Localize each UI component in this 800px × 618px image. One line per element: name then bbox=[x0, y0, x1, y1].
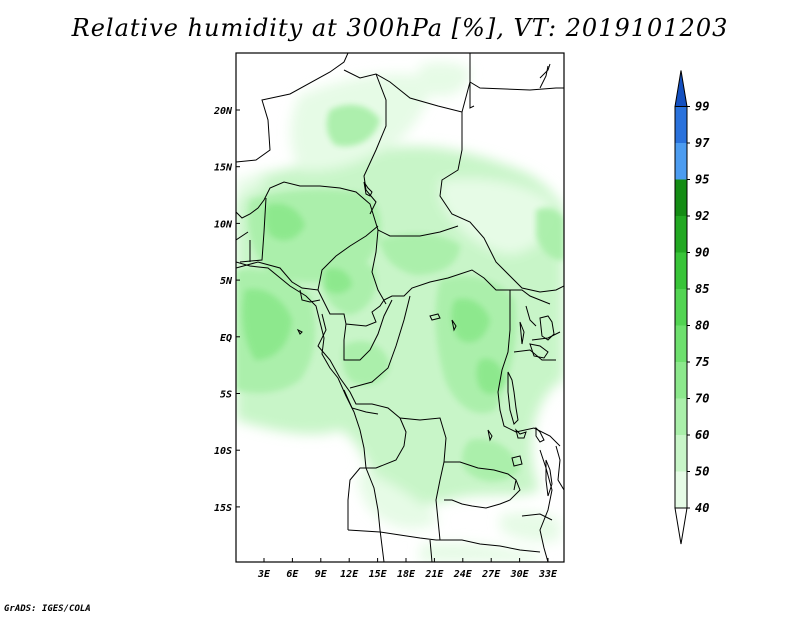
colorbar-box bbox=[675, 106, 687, 143]
lat-tick-label: 5N bbox=[220, 276, 233, 287]
colorbar-box bbox=[675, 471, 687, 508]
lon-tick-label: 30E bbox=[510, 569, 530, 580]
lat-tick-label: EQ bbox=[220, 333, 232, 344]
lon-tick-label: 18E bbox=[397, 569, 416, 580]
lon-tick-label: 12E bbox=[340, 569, 359, 580]
lat-tick-label: 20N bbox=[213, 106, 233, 117]
country-borders bbox=[236, 53, 564, 562]
lon-tick-label: 6E bbox=[286, 569, 299, 580]
coastline bbox=[236, 261, 385, 562]
colorbar: 40 50 60 70 75 80 85 90 92 95 97 99 bbox=[674, 70, 710, 545]
colorbar-label: 80 bbox=[695, 319, 709, 333]
colorbar-label: 92 bbox=[695, 209, 709, 223]
lat-tick-label: 10S bbox=[214, 446, 232, 457]
colorbar-label: 85 bbox=[695, 282, 709, 296]
colorbar-label: 75 bbox=[695, 355, 709, 369]
lakes bbox=[296, 63, 555, 497]
colorbar-box bbox=[675, 398, 687, 435]
colorbar-label: 95 bbox=[695, 173, 709, 187]
lon-tick-label: 33E bbox=[538, 569, 558, 580]
lon-tick-label: 27E bbox=[481, 569, 501, 580]
lon-tick-label: 15E bbox=[369, 569, 388, 580]
colorbar-box bbox=[675, 435, 687, 472]
lat-tick-label: 15N bbox=[214, 163, 233, 174]
lon-tick-label: 24E bbox=[453, 569, 473, 580]
colorbar-box bbox=[675, 179, 687, 216]
lat-tick-label: 15S bbox=[214, 503, 232, 514]
plot-frame bbox=[235, 52, 565, 563]
colorbar-box bbox=[675, 289, 687, 326]
latitude-axis: 20N 15N 10N 5N EQ 5S 10S 15S bbox=[213, 106, 240, 514]
colorbar-label: 50 bbox=[695, 465, 709, 479]
colorbar-box bbox=[675, 325, 687, 362]
map-title: Relative humidity at 300hPa [%], VT: 201… bbox=[71, 14, 729, 42]
colorbar-box bbox=[675, 252, 687, 289]
lat-tick-label: 10N bbox=[214, 219, 233, 230]
colorbar-frame bbox=[674, 106, 688, 509]
colorbar-box bbox=[675, 143, 687, 180]
longitude-axis: 3E 6E 9E 12E 15E 18E 21E 24E 27E 30E 33E bbox=[257, 558, 558, 580]
colorbar-box bbox=[675, 216, 687, 253]
grads-credit: GrADS: IGES/COLA bbox=[4, 604, 91, 614]
colorbar-upper-arrow bbox=[674, 70, 688, 107]
lon-tick-label: 3E bbox=[257, 569, 271, 580]
humidity-field bbox=[236, 53, 564, 562]
colorbar-label: 97 bbox=[695, 136, 710, 150]
colorbar-box bbox=[675, 362, 687, 399]
lat-tick-label: 5S bbox=[220, 390, 232, 401]
colorbar-label: 70 bbox=[695, 392, 709, 406]
colorbar-label: 99 bbox=[695, 100, 709, 114]
lon-tick-label: 21E bbox=[424, 569, 444, 580]
colorbar-label: 40 bbox=[695, 501, 709, 515]
lon-tick-label: 9E bbox=[315, 569, 328, 580]
colorbar-label: 60 bbox=[695, 428, 709, 442]
colorbar-label: 90 bbox=[695, 246, 709, 260]
colorbar-lower-arrow bbox=[674, 507, 688, 545]
